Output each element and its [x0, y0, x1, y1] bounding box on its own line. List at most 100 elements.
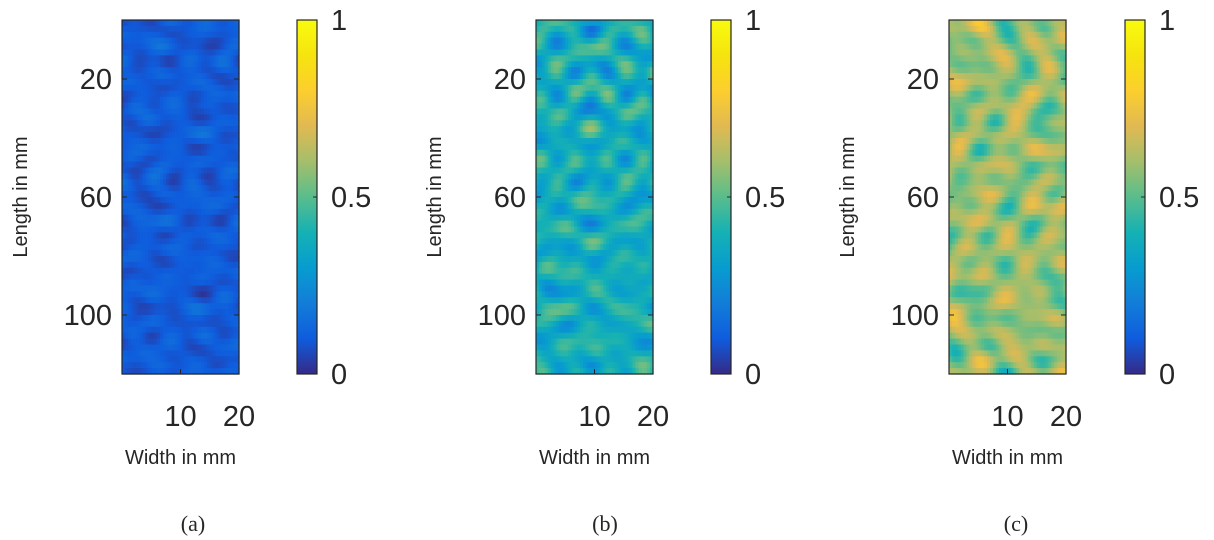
heatmap-cell	[165, 326, 170, 334]
heatmap-cell	[127, 197, 132, 204]
heatmap-cell	[638, 368, 642, 375]
heatmap-cell	[565, 90, 569, 98]
heatmap-cell	[574, 90, 578, 98]
heatmap-cell	[192, 226, 196, 233]
heatmap-cell	[591, 155, 596, 163]
heatmap-cell	[198, 303, 202, 310]
heatmap-cell	[582, 173, 587, 180]
heatmap-cell	[612, 309, 616, 316]
heatmap-cell	[650, 90, 654, 98]
heatmap-cell	[632, 362, 637, 369]
heatmap-cell	[603, 138, 607, 145]
heatmap-cell	[206, 102, 211, 110]
heatmap-cell	[594, 273, 599, 281]
heatmap-cell	[576, 155, 581, 163]
heatmap-cell	[189, 43, 193, 51]
heatmap-cell	[206, 214, 211, 222]
heatmap-cell	[600, 191, 604, 198]
heatmap-cell	[585, 244, 590, 251]
heatmap-cell	[151, 108, 155, 115]
heatmap-cell	[180, 202, 185, 210]
heatmap-cell	[571, 55, 575, 62]
heatmap-cell	[160, 297, 164, 304]
heatmap-cell	[177, 320, 182, 328]
heatmap-cell	[177, 114, 182, 121]
heatmap-cell	[629, 55, 634, 62]
heatmap-cell	[162, 244, 167, 251]
heatmap-cell	[612, 132, 616, 139]
heatmap-cell	[200, 250, 205, 257]
heatmap-cell	[538, 362, 543, 369]
heatmap-cell	[157, 285, 161, 292]
heatmap-cell	[644, 79, 648, 86]
heatmap-cell	[538, 315, 543, 322]
heatmap-cell	[626, 320, 631, 328]
heatmap-cell	[183, 256, 187, 263]
heatmap-cell	[130, 208, 135, 216]
heatmap-cell	[632, 303, 637, 310]
heatmap-cell	[647, 368, 651, 375]
heatmap-cell	[594, 350, 599, 357]
heatmap-cell	[597, 202, 601, 210]
heatmap-cell	[562, 256, 566, 263]
heatmap-cell	[544, 191, 549, 198]
heatmap-cell	[215, 108, 220, 115]
heatmap-cell	[200, 143, 205, 151]
heatmap-cell	[218, 31, 223, 39]
heatmap-cell	[165, 356, 170, 363]
heatmap-cell	[221, 120, 225, 127]
heatmap-cell	[606, 350, 610, 357]
heatmap-cell	[215, 73, 220, 80]
heatmap-cell	[227, 350, 231, 357]
heatmap-cell	[151, 291, 155, 298]
heatmap-cell	[124, 191, 129, 198]
heatmap-cell	[171, 232, 176, 239]
heatmap-cell	[183, 338, 187, 346]
heatmap-cell	[230, 279, 234, 287]
heatmap-cell	[198, 256, 202, 263]
heatmap-cell	[638, 250, 642, 257]
heatmap-cell	[124, 303, 129, 310]
heatmap-cell	[230, 185, 234, 192]
heatmap-cell	[632, 261, 637, 269]
heatmap-cell	[588, 55, 593, 62]
heatmap-cell	[638, 149, 642, 157]
heatmap-cell	[224, 108, 228, 115]
heatmap-cell	[130, 309, 135, 316]
heatmap-cell	[192, 303, 196, 310]
heatmap-cell	[597, 208, 601, 216]
heatmap-cell	[212, 256, 217, 263]
heatmap-cell	[133, 167, 138, 174]
heatmap-cell	[200, 303, 205, 310]
heatmap-cell	[600, 197, 604, 204]
heatmap-cell	[122, 273, 126, 281]
heatmap-cell	[629, 84, 634, 92]
heatmap-cell	[224, 90, 228, 98]
heatmap-cell	[218, 232, 223, 239]
heatmap-cell	[174, 261, 179, 269]
heatmap-cell	[177, 43, 182, 51]
heatmap-cell	[614, 338, 619, 346]
heatmap-cell	[606, 362, 610, 369]
heatmap-cell	[145, 297, 149, 304]
heatmap-cell	[200, 362, 205, 369]
heatmap-cell	[582, 167, 587, 174]
heatmap-cell	[641, 267, 645, 275]
heatmap-cell	[200, 79, 205, 86]
heatmap-cell	[198, 244, 202, 251]
heatmap-cell	[233, 250, 237, 257]
heatmap-cell	[600, 338, 604, 346]
heatmap-cell	[538, 332, 543, 340]
heatmap-cell	[565, 326, 569, 334]
heatmap-cell	[160, 303, 164, 310]
heatmap-cell	[180, 226, 185, 233]
heatmap-cell	[632, 220, 637, 228]
heatmap-cell	[565, 250, 569, 257]
heatmap-cell	[579, 350, 584, 357]
heatmap-cell	[162, 338, 167, 346]
heatmap-cell	[136, 267, 141, 275]
heatmap-cell	[632, 79, 637, 86]
heatmap-cell	[227, 368, 231, 375]
heatmap-cell	[603, 197, 607, 204]
heatmap-cell	[591, 126, 596, 133]
